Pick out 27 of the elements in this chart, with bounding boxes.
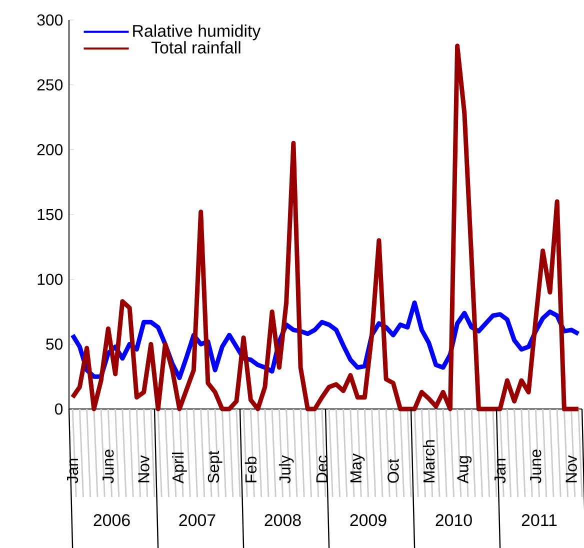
y-tick-label: 0 [54, 403, 63, 415]
x-tick-label: Nov [138, 455, 150, 482]
y-tick-label: 250 [37, 79, 63, 90]
text: 2007 [179, 514, 216, 526]
legend-label: Total rainfall [151, 41, 240, 54]
legend-label: Ralative humidity [133, 24, 261, 40]
y-tick-label: 50 [46, 338, 63, 350]
text: 2009 [350, 514, 386, 526]
y-tick-label: 150 [38, 208, 63, 220]
x-tick-label: June [102, 450, 114, 484]
x-tick-label: Sept [208, 450, 222, 483]
x-tick-label: Aug [457, 456, 472, 484]
x-tick-label: Feb [244, 456, 257, 482]
x-tick-label: May [350, 453, 365, 482]
y-tick-label: 100 [38, 274, 63, 285]
x-tick-label: Nov [566, 455, 577, 482]
text: 2010 [436, 514, 472, 526]
x-tick-label: April [172, 452, 187, 484]
x-tick-label: March [422, 440, 435, 482]
x-tick-label: June [530, 450, 542, 484]
text: 2006 [94, 514, 130, 526]
text: 2008 [264, 514, 301, 526]
x-tick-label: July [278, 455, 294, 484]
y-tick-label: 300 [37, 14, 63, 26]
y-tick-label: 200 [37, 144, 63, 156]
x-tick-label: Oct [388, 458, 399, 483]
text: 2011 [522, 514, 557, 526]
